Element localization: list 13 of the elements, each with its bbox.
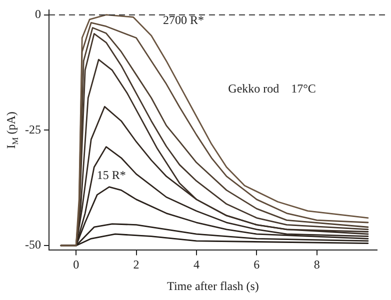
x-tick-label: 2 (133, 258, 140, 272)
y-tick-label: -50 (24, 238, 41, 252)
annotation: 2700 R* (162, 13, 204, 28)
x-tick-label: 6 (254, 258, 260, 272)
y-tick-label: 0 (34, 6, 41, 21)
x-tick-label: 8 (314, 258, 320, 272)
x-axis-title: Time after flash (s) (167, 278, 259, 293)
annotation: Gekko rod 17°C (228, 82, 316, 96)
annotation: 15 R* (96, 168, 126, 182)
y-tick-label: -25 (24, 122, 41, 136)
y-axis-title: IM (pA) (4, 112, 20, 149)
x-tick-label: 4 (193, 258, 200, 272)
x-tick-label: 0 (73, 258, 80, 272)
